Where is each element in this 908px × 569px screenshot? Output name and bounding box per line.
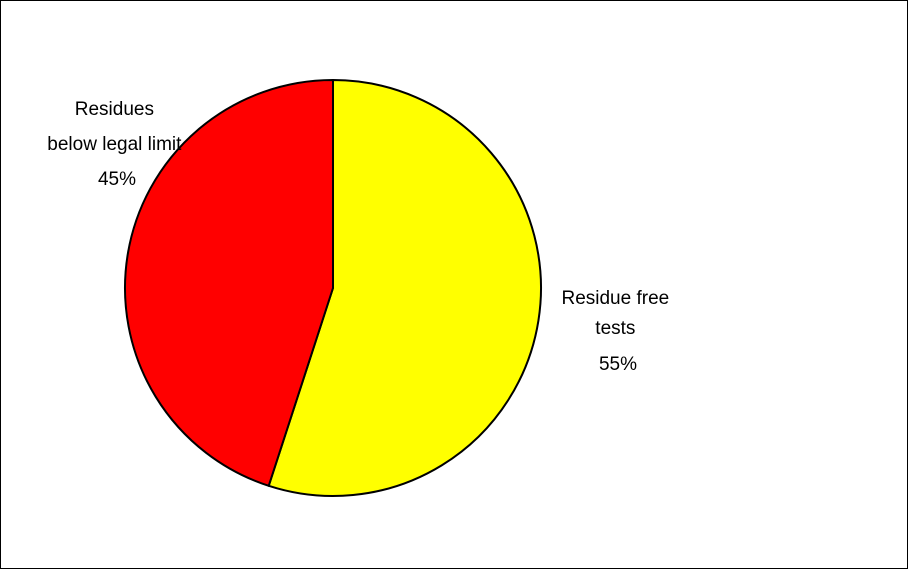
slice-label-residue-free: Residue free tests 55% xyxy=(561,288,674,375)
pie-slice-below-limit xyxy=(124,79,334,487)
slice-percent-below-limit: 45% xyxy=(98,169,136,190)
pie-slice-residue-free xyxy=(267,79,542,497)
slice-label-below-limit: Residues below legal limit 45% xyxy=(47,99,186,190)
slice-label-residue-free-line-1: Residue free xyxy=(561,288,669,309)
slice-label-residue-free-line-2: tests xyxy=(595,318,635,339)
slice-label-below-limit-line-2: below legal limit xyxy=(47,134,182,155)
pie-labels: Residue free tests 55% Residues below le… xyxy=(47,99,674,375)
slice-label-below-limit-line-1: Residues xyxy=(75,99,154,120)
slice-percent-residue-free: 55% xyxy=(599,354,637,375)
pie-slices xyxy=(124,79,542,497)
